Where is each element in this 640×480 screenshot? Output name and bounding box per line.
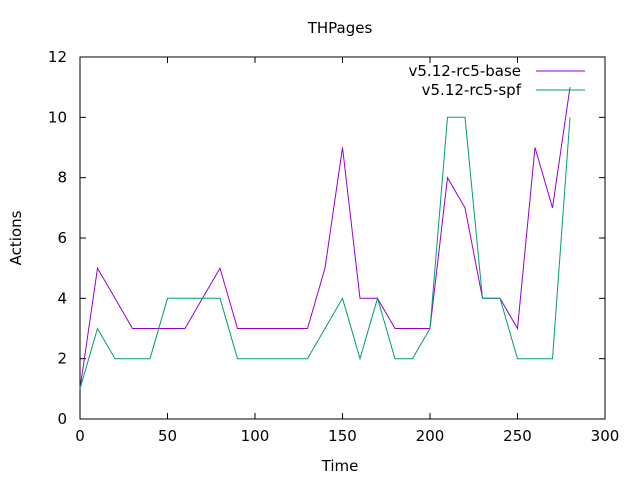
x-axis-label: Time <box>321 457 359 475</box>
x-tick-label: 100 <box>241 427 270 445</box>
y-tick-label: 10 <box>48 108 67 126</box>
legend-label-2: v5.12-rc5-spf <box>422 81 522 99</box>
chart-title: THPages <box>307 19 373 37</box>
y-tick-label: 2 <box>57 350 67 368</box>
x-tick-label: 250 <box>503 427 532 445</box>
y-tick-label: 12 <box>48 48 67 66</box>
y-tick-label: 4 <box>57 289 67 307</box>
x-tick-label: 50 <box>158 427 177 445</box>
y-tick-label: 0 <box>57 410 67 428</box>
y-axis-label: Actions <box>7 210 25 265</box>
y-tick-label: 8 <box>57 169 67 187</box>
legend-label-1: v5.12-rc5-base <box>409 62 522 80</box>
axis-ticks: 0 50 100 150 200 250 300 0 2 4 6 8 10 12 <box>48 48 619 445</box>
series-line-2 <box>79 116 571 389</box>
x-tick-label: 150 <box>328 427 357 445</box>
series-line-1 <box>79 87 571 389</box>
series-layer <box>79 87 571 389</box>
y-tick-label: 6 <box>57 229 67 247</box>
x-tick-label: 0 <box>75 427 85 445</box>
x-tick-label: 300 <box>591 427 620 445</box>
x-tick-label: 200 <box>416 427 445 445</box>
